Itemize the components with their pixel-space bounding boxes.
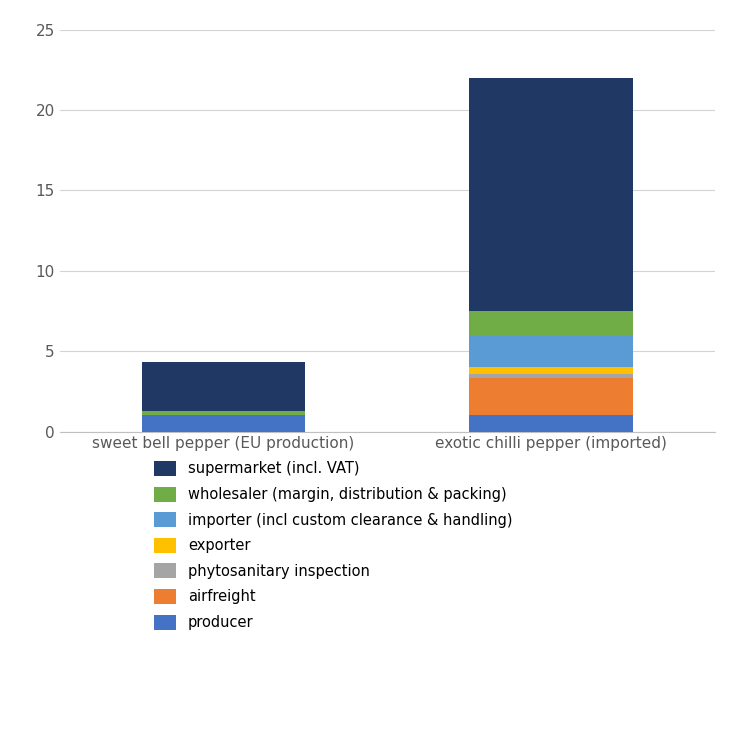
Bar	[142, 411, 305, 415]
Bar	[469, 335, 633, 368]
Bar	[142, 415, 305, 432]
Bar	[469, 78, 633, 311]
Bar	[469, 368, 633, 373]
Bar	[469, 415, 633, 432]
Bar	[469, 379, 633, 415]
Legend: supermarket (incl. VAT), wholesaler (margin, distribution & packing), importer (: supermarket (incl. VAT), wholesaler (mar…	[147, 454, 519, 638]
Bar	[469, 373, 633, 379]
Bar	[142, 362, 305, 411]
Bar	[469, 311, 633, 335]
